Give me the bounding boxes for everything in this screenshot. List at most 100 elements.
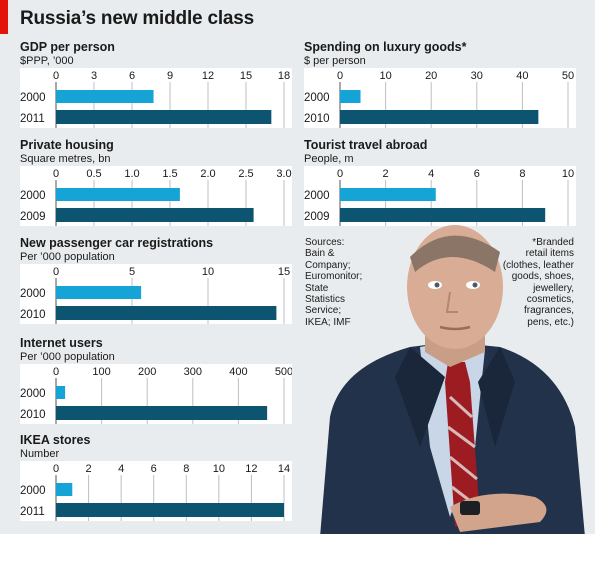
footnote-line: goods, shoes, <box>511 271 574 283</box>
chart-panel: GDP per person $PPP, ’000 0 3 6 9 12 15 18 2000 20… <box>20 40 292 130</box>
footnote-line: fragrances, <box>523 305 574 317</box>
tick-label: 2.5 <box>238 168 253 180</box>
category-label: 2000 <box>304 190 330 202</box>
tick-label: 8 <box>183 463 189 475</box>
tick-label: 1.0 <box>124 168 139 180</box>
tick-label: 10 <box>213 463 225 475</box>
bar-chart: 0 10 20 30 40 50 2000 2010 <box>304 70 574 128</box>
category-label: 2010 <box>304 113 330 125</box>
tick-label: 4 <box>428 168 434 180</box>
tick-label: 2 <box>383 168 389 180</box>
tick-label: 10 <box>202 266 214 278</box>
tick-label: 12 <box>245 463 257 475</box>
tick-label: 15 <box>240 70 252 82</box>
tick-label: 20 <box>425 70 437 82</box>
tick-label: 50 <box>562 70 574 82</box>
tick-label: 18 <box>278 70 290 82</box>
chart-title: Internet users <box>20 336 103 350</box>
tick-label: 100 <box>92 366 110 378</box>
tick-label: 0.5 <box>86 168 101 180</box>
chart-panel: IKEA stores Number 0 2 4 6 8 10 12 14 2000 2011 <box>20 433 292 523</box>
chart-unit: Per ’000 population <box>20 351 115 363</box>
tick-label: 2.0 <box>200 168 215 180</box>
tick-label: 200 <box>138 366 156 378</box>
tick-label: 5 <box>129 266 135 278</box>
footnote-line: pens, etc.) <box>527 316 574 328</box>
category-label: 2000 <box>20 388 46 400</box>
category-label: 2000 <box>304 92 330 104</box>
tick-label: 300 <box>184 366 202 378</box>
footnote: *Branded retail items (clothes, leather goo… <box>468 237 574 328</box>
chart-unit: $PPP, ’000 <box>20 55 74 67</box>
tick-label: 0 <box>53 70 59 82</box>
tick-label: 3 <box>91 70 97 82</box>
bar <box>56 188 180 201</box>
chart-unit: Number <box>20 448 60 460</box>
category-label: 2010 <box>20 409 46 421</box>
tick-label: 6 <box>129 70 135 82</box>
sources-line: Sources: <box>305 237 345 248</box>
bar <box>340 188 436 201</box>
sources-line: State <box>305 282 329 294</box>
tick-label: 2 <box>86 463 92 475</box>
chart-panel: Internet users Per ’000 population 0 100 200… <box>20 336 292 426</box>
tick-label: 8 <box>519 168 525 180</box>
footnote-line: cosmetics, <box>526 294 574 306</box>
tick-label: 15 <box>278 266 290 278</box>
bar-chart: 0 3 6 9 12 15 18 2000 2011 <box>20 70 290 128</box>
sources-line: Euromonitor; <box>305 271 363 283</box>
chart-panel: Private housing Square metres, bn 0 0.5 1.0 1… <box>20 138 292 228</box>
chart-panel: Tourist travel abroad People, m 0 2 4 6 8 10 200… <box>304 138 576 228</box>
tick-label: 10 <box>562 168 574 180</box>
tick-label: 40 <box>516 70 528 82</box>
bar <box>56 483 73 496</box>
portrait-photo <box>320 225 585 537</box>
category-label: 2000 <box>20 288 46 300</box>
accent-bar <box>0 0 8 34</box>
bar <box>56 110 272 124</box>
bar-chart: 0 5 10 15 2000 2010 <box>20 266 290 324</box>
tick-label: 6 <box>474 168 480 180</box>
bottom-strip <box>0 534 595 567</box>
bar-chart: 0 2 4 6 8 10 2000 2009 <box>304 168 574 226</box>
tick-label: 0 <box>53 168 59 180</box>
chart-unit: Per ’000 population <box>20 251 115 263</box>
category-label: 2011 <box>20 506 45 518</box>
footnote-line: *Branded <box>532 237 574 248</box>
bar <box>340 110 539 124</box>
category-label: 2000 <box>20 92 46 104</box>
category-label: 2009 <box>20 211 46 223</box>
footnote-line: (clothes, leather <box>502 259 574 271</box>
chart-unit: $ per person <box>304 55 366 67</box>
tick-label: 9 <box>167 70 173 82</box>
tick-label: 0 <box>53 266 59 278</box>
tick-label: 0 <box>337 168 343 180</box>
sources-line: Bain & <box>305 248 335 260</box>
chart-panel: Spending on luxury goods* $ per person 0 10… <box>304 40 576 130</box>
tick-label: 500 <box>275 366 292 378</box>
tick-label: 12 <box>202 70 214 82</box>
tick-label: 10 <box>379 70 391 82</box>
sources-line: Company; <box>305 259 351 271</box>
sources-line: IKEA; IMF <box>305 316 351 328</box>
tick-label: 30 <box>471 70 483 82</box>
bar <box>340 90 361 103</box>
bar <box>56 386 66 399</box>
footnote-line: jewellery, <box>533 282 574 294</box>
category-label: 2009 <box>304 211 330 223</box>
footnote-line: retail items <box>525 248 574 260</box>
tick-label: 0 <box>337 70 343 82</box>
chart-panel: New passenger car registrations Per ’000 … <box>20 236 292 326</box>
sources-note: Sources: Bain & Company; Euromonitor; State S… <box>305 237 385 328</box>
chart-unit: People, m <box>304 153 354 165</box>
bar <box>56 406 268 420</box>
bar-chart: 0 2 4 6 8 10 12 14 2000 2011 <box>20 463 290 521</box>
chart-unit: Square metres, bn <box>20 153 111 165</box>
sources-line: Statistics <box>305 294 346 306</box>
category-label: 2011 <box>20 113 45 125</box>
chart-title: GDP per person <box>20 40 115 54</box>
tick-label: 0 <box>53 366 59 378</box>
chart-title: Spending on luxury goods* <box>304 40 467 54</box>
tick-label: 1.5 <box>162 168 177 180</box>
tick-label: 3.0 <box>276 168 291 180</box>
